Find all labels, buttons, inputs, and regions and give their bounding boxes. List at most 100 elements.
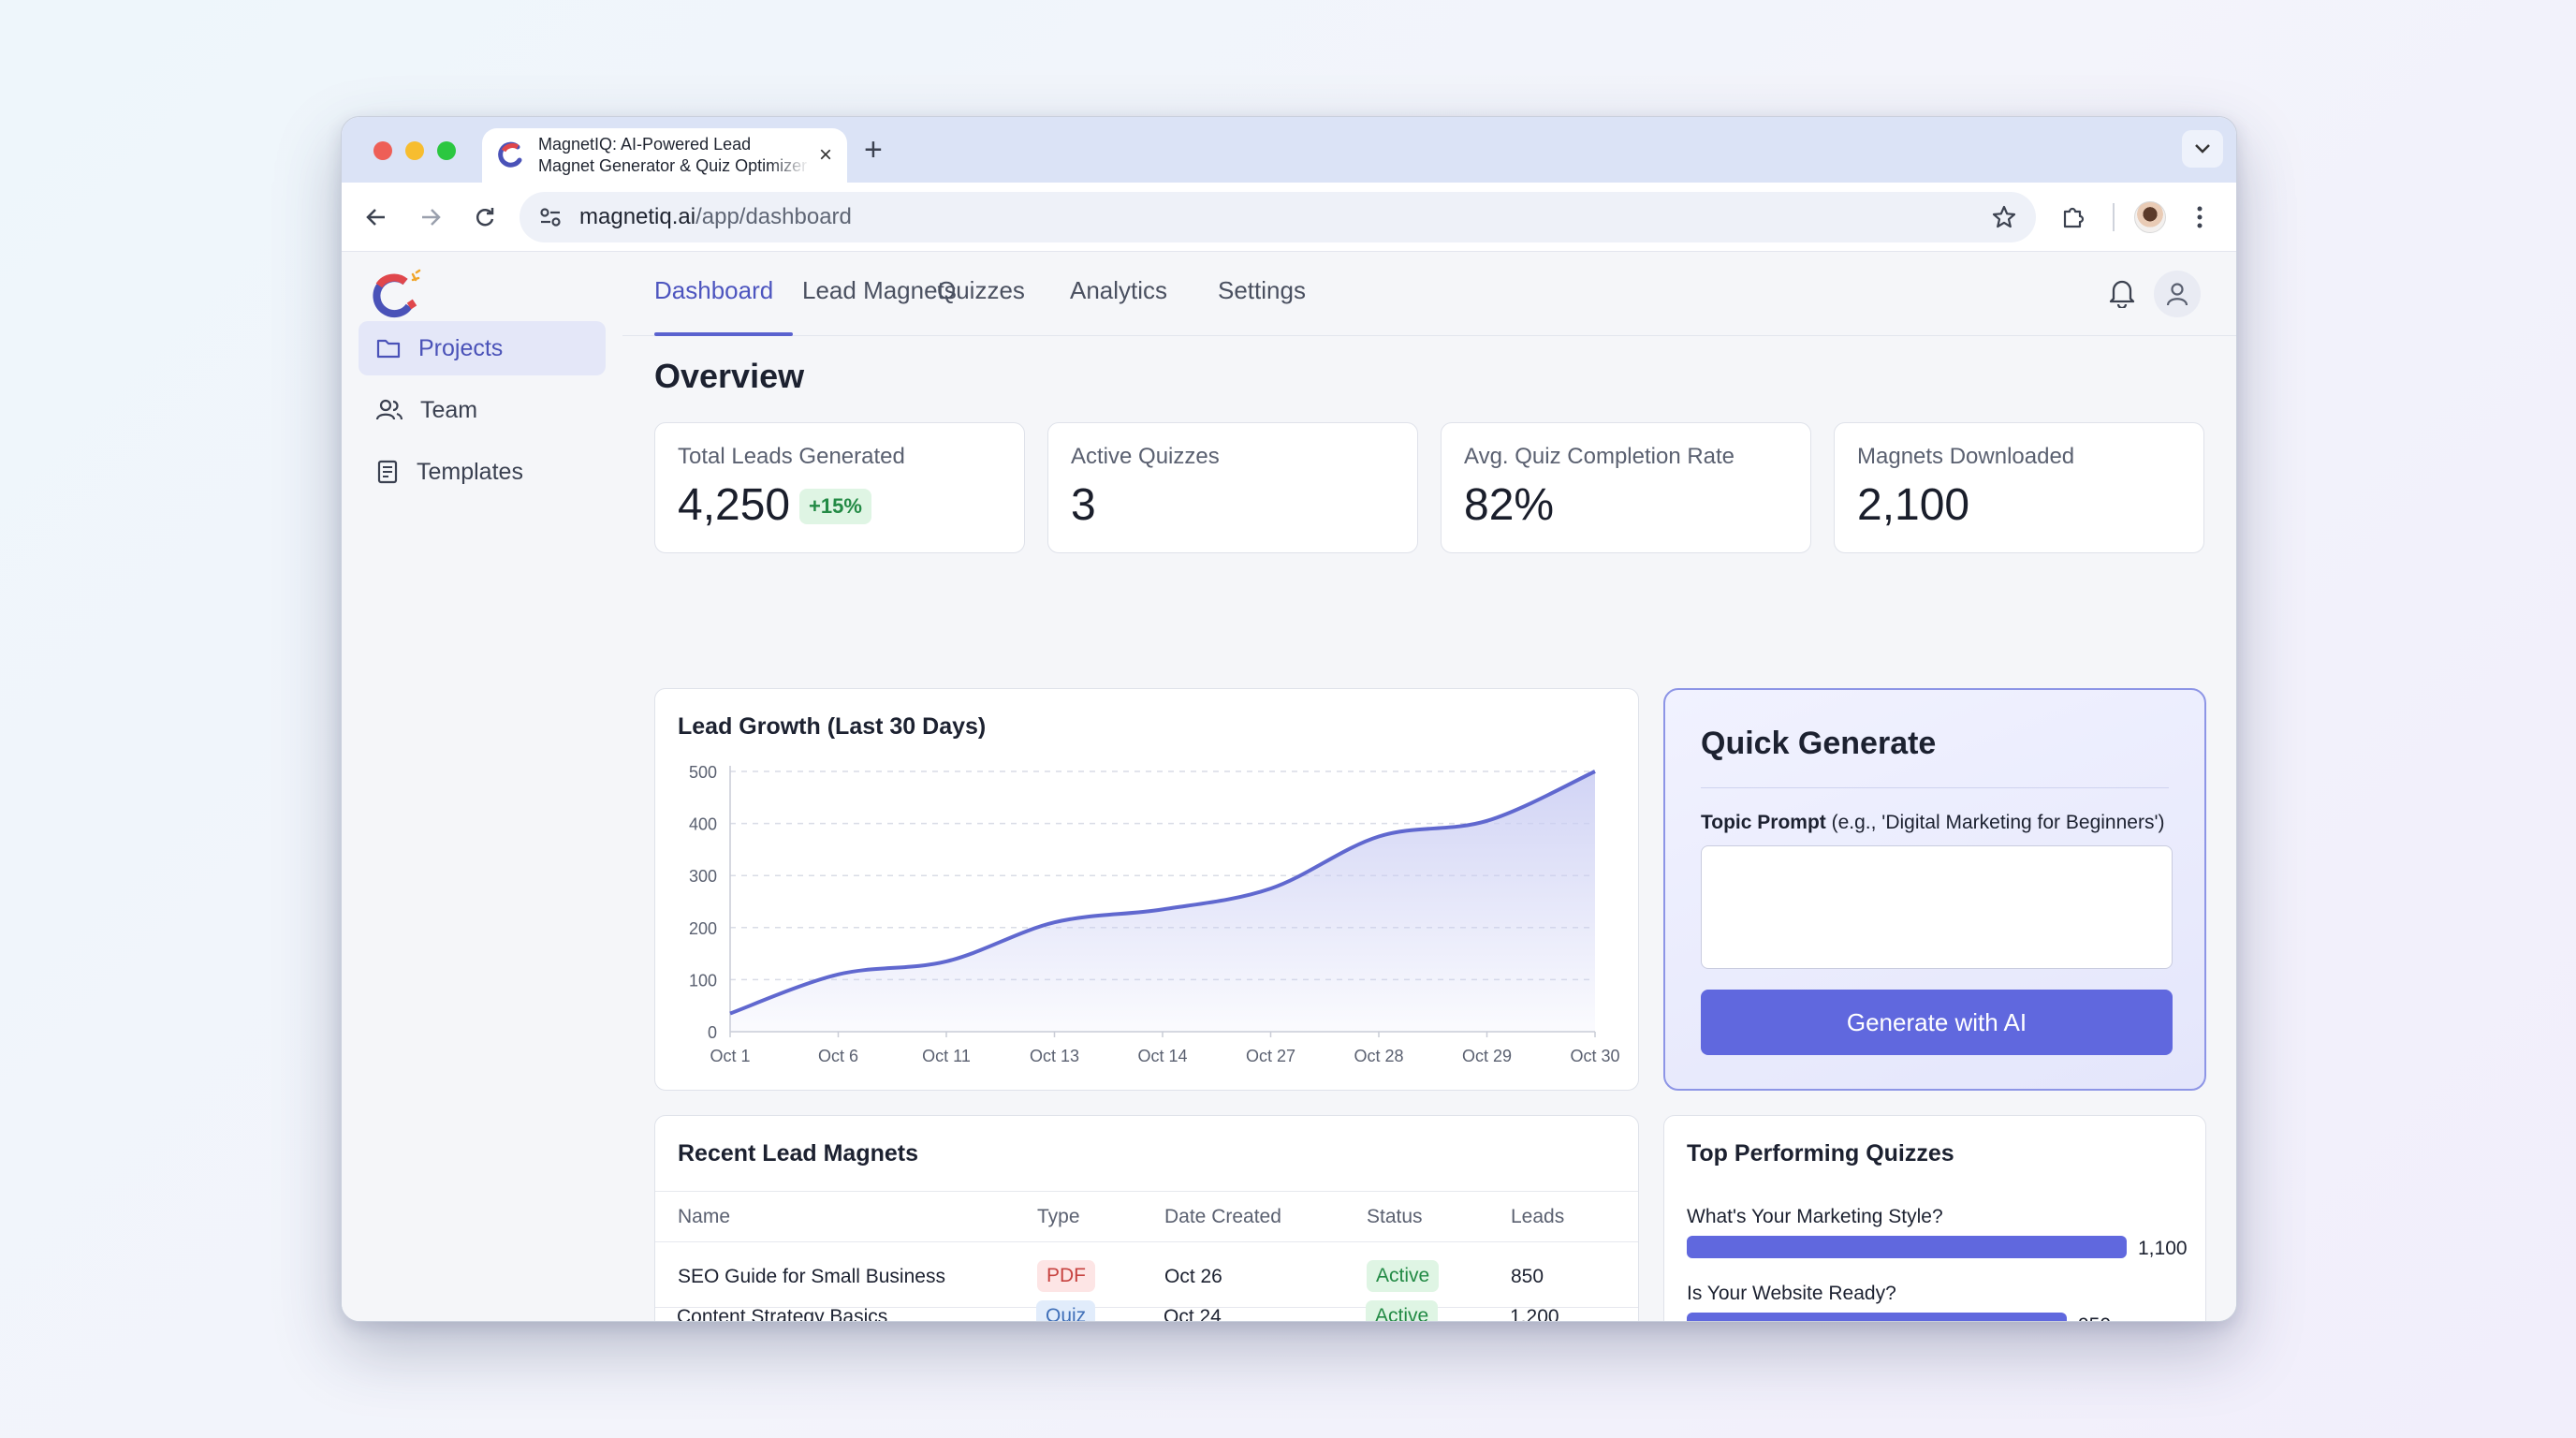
stat-card-magnets-downloaded: Magnets Downloaded 2,100 — [1834, 422, 2204, 553]
quiz-bar — [1687, 1236, 2127, 1258]
x-tick-label: Oct 1 — [710, 1047, 750, 1065]
column-header-leads[interactable]: Leads — [1511, 1206, 1565, 1227]
address-bar[interactable]: magnetiq.ai/app/dashboard — [520, 192, 2036, 242]
y-tick-label: 500 — [689, 763, 717, 782]
back-button[interactable] — [359, 199, 394, 235]
more-vertical-icon — [2197, 206, 2203, 228]
sidebar-item-label: Projects — [418, 334, 504, 361]
toolbar-divider — [2113, 203, 2115, 231]
arrow-left-icon — [366, 209, 385, 226]
quiz-value-label: 1,100 — [2138, 1238, 2188, 1259]
forward-button[interactable] — [413, 199, 448, 235]
stat-card-completion-rate: Avg. Quiz Completion Rate 82% — [1441, 422, 1811, 553]
column-header-type[interactable]: Type — [1037, 1206, 1080, 1227]
top-quizzes-title: Top Performing Quizzes — [1687, 1140, 1954, 1167]
folder-icon — [376, 339, 401, 359]
browser-tab[interactable]: MagnetIQ: AI-Powered Lead Magnet Generat… — [482, 128, 847, 183]
top-navigation: Dashboard Lead Magnets Quizzes Analytics… — [622, 252, 2236, 336]
y-tick-label: 200 — [689, 919, 717, 938]
stat-label: Magnets Downloaded — [1857, 444, 2075, 469]
table-divider — [655, 1307, 1638, 1308]
bookmark-star-icon[interactable] — [1991, 204, 2017, 230]
x-tick-label: Oct 6 — [818, 1047, 858, 1065]
stat-label: Active Quizzes — [1071, 444, 1220, 469]
row-name: SEO Guide for Small Business — [678, 1266, 945, 1287]
column-header-status[interactable]: Status — [1367, 1206, 1423, 1227]
stat-value: 3 — [1071, 480, 1096, 530]
chevron-down-icon — [2195, 144, 2210, 154]
card-continuation — [654, 1312, 1639, 1321]
table-rows-overflow: Content Strategy Basics Quiz Oct 24 Acti… — [654, 1300, 1639, 1322]
x-tick-label: Oct 29 — [1462, 1047, 1512, 1065]
maximize-window-button[interactable] — [437, 141, 456, 160]
notifications-bell-icon[interactable] — [2107, 276, 2137, 308]
x-tick-label: Oct 14 — [1137, 1047, 1187, 1065]
topic-prompt-input[interactable] — [1701, 845, 2173, 969]
top-quizzes-card: Top Performing Quizzes What's Your Marke… — [1663, 1115, 2206, 1321]
browser-toolbar: magnetiq.ai/app/dashboard — [342, 183, 2236, 252]
profile-avatar — [2134, 201, 2166, 233]
x-tick-label: Oct 28 — [1354, 1047, 1403, 1065]
quick-generate-panel: Quick Generate Topic Prompt (e.g., 'Digi… — [1663, 688, 2206, 1091]
y-tick-label: 100 — [689, 971, 717, 990]
user-menu-button[interactable] — [2154, 271, 2201, 317]
url-text: magnetiq.ai/app/dashboard — [579, 204, 852, 230]
user-icon — [2166, 283, 2188, 306]
tab-analytics[interactable]: Analytics — [1070, 276, 1168, 304]
x-tick-label: Oct 13 — [1030, 1047, 1079, 1065]
minimize-window-button[interactable] — [405, 141, 424, 160]
x-tick-label: Oct 30 — [1570, 1047, 1619, 1065]
type-badge: Quiz — [1036, 1300, 1096, 1321]
arrow-right-icon — [422, 209, 441, 226]
status-badge: Active — [1366, 1300, 1439, 1321]
reload-button[interactable] — [467, 199, 503, 235]
y-tick-label: 0 — [708, 1023, 717, 1042]
stat-value: 2,100 — [1857, 480, 1970, 530]
reload-icon — [476, 208, 494, 227]
puzzle-icon — [2063, 207, 2085, 228]
tab-dashboard[interactable]: Dashboard — [654, 276, 774, 304]
close-tab-icon[interactable]: × — [818, 142, 832, 168]
series-area — [730, 771, 1595, 1032]
tab-settings[interactable]: Settings — [1218, 276, 1306, 304]
tab-quizzes[interactable]: Quizzes — [937, 276, 1025, 304]
sidebar-item-team[interactable]: Team — [359, 383, 606, 437]
stat-label: Avg. Quiz Completion Rate — [1464, 444, 1735, 469]
users-icon — [375, 399, 403, 420]
profile-button[interactable] — [2131, 199, 2169, 235]
tab-search-button[interactable] — [2182, 130, 2223, 168]
document-icon — [377, 460, 398, 484]
x-tick-label: Oct 11 — [922, 1047, 971, 1065]
site-settings-icon — [540, 208, 561, 227]
column-header-date[interactable]: Date Created — [1164, 1206, 1281, 1227]
y-tick-label: 300 — [689, 867, 717, 886]
row-leads: 1,200 — [1510, 1306, 1559, 1322]
close-window-button[interactable] — [373, 141, 392, 160]
row-date: Oct 24 — [1164, 1306, 1222, 1322]
quiz-value-label: 950 — [2078, 1314, 2111, 1321]
row-leads: 850 — [1511, 1266, 1544, 1287]
stat-card-total-leads: Total Leads Generated 4,250 +15% — [654, 422, 1025, 553]
quiz-name: What's Your Marketing Style? — [1687, 1206, 1943, 1227]
sidebar-item-label: Team — [420, 396, 478, 423]
magnetiq-logo-icon — [373, 269, 421, 318]
sidebar: Projects Team Templates — [342, 252, 622, 1321]
browser-menu-button[interactable] — [2186, 199, 2214, 235]
divider — [1701, 787, 2169, 788]
extensions-button[interactable] — [2055, 199, 2092, 235]
topic-prompt-label-bold: Topic Prompt — [1701, 812, 1826, 833]
stat-value: 4,250 — [678, 480, 791, 530]
url-path: /app/dashboard — [695, 204, 852, 229]
generate-with-ai-button[interactable]: Generate with AI — [1701, 990, 2173, 1055]
tab-lead-magnets[interactable]: Lead Magnets — [802, 276, 957, 304]
quick-generate-title: Quick Generate — [1701, 726, 1937, 761]
sidebar-item-projects[interactable]: Projects — [359, 321, 606, 375]
page-title: Overview — [654, 357, 805, 395]
column-header-name[interactable]: Name — [678, 1206, 731, 1227]
new-tab-button[interactable]: + — [864, 132, 883, 168]
topic-prompt-hint: (e.g., 'Digital Marketing for Beginners'… — [1825, 812, 2165, 833]
lead-growth-chart-card: Lead Growth (Last 30 Days) 0 100 200 300 400… — [654, 688, 1639, 1091]
browser-window: MagnetIQ: AI-Powered Lead Magnet Generat… — [341, 116, 2237, 1322]
sidebar-item-templates[interactable]: Templates — [359, 445, 606, 499]
tab-strip: MagnetIQ: AI-Powered Lead Magnet Generat… — [342, 117, 2236, 183]
